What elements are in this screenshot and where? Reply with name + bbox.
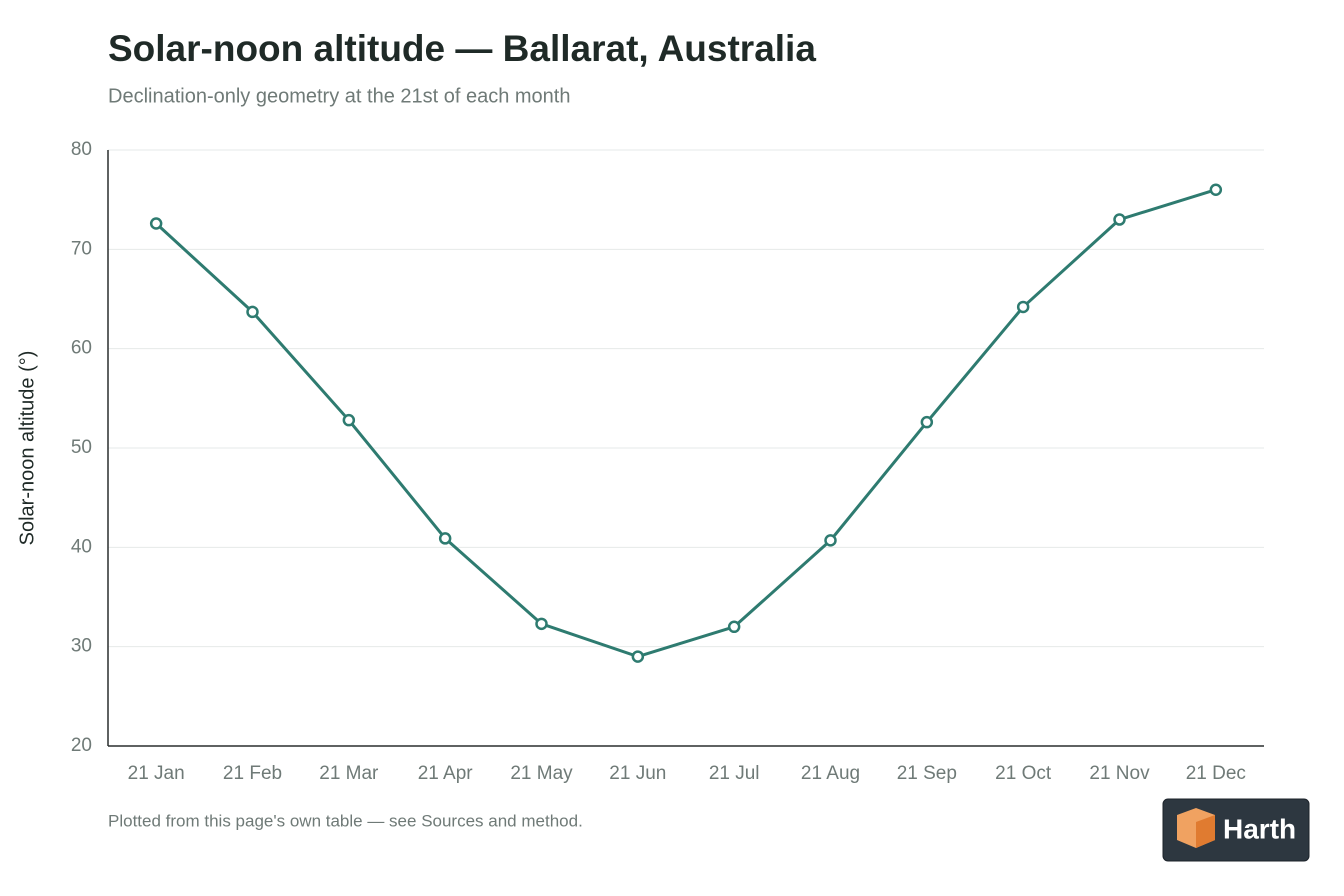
- x-tick-label: 21 Jan: [128, 763, 185, 784]
- point: [824, 534, 837, 547]
- x-tick-label: 21 Jun: [609, 763, 666, 784]
- chart-subtitle: Declination-only geometry at the 21st of…: [108, 85, 570, 107]
- y-tick-label: 70: [71, 238, 92, 259]
- y-tick-label: 30: [71, 636, 92, 657]
- x-tick-label: 21 Apr: [418, 763, 474, 784]
- point: [920, 415, 934, 429]
- point: [631, 650, 645, 663]
- point: [1209, 183, 1223, 196]
- point: [342, 413, 356, 427]
- line: [155, 188, 1217, 659]
- x-tick-label: 21 Dec: [1186, 763, 1246, 784]
- y-tick-label: 20: [71, 735, 92, 756]
- x-tick-label: 21 Jul: [709, 763, 760, 784]
- y-tick-label: 40: [71, 536, 92, 557]
- y-axis-label: Solar-noon altitude (°): [16, 351, 38, 546]
- y-tick-label: 60: [71, 338, 92, 359]
- x-tick-label: 21 May: [510, 763, 573, 784]
- logo-icon-side: [1196, 815, 1215, 848]
- point: [1016, 300, 1030, 314]
- point: [438, 532, 452, 545]
- x-tick-label: 21 Mar: [319, 763, 379, 784]
- x-tick-label: 21 Aug: [801, 763, 860, 784]
- x-tick-label: 21 Oct: [995, 763, 1052, 784]
- point: [727, 620, 741, 634]
- brand-logo: Harth: [1162, 798, 1310, 862]
- x-tick-label: 21 Sep: [897, 763, 957, 784]
- logo-text: Harth: [1223, 813, 1296, 844]
- point: [1113, 213, 1126, 226]
- y-tick-label: 50: [71, 437, 92, 458]
- point: [535, 617, 548, 631]
- chart-title: Solar-noon altitude — Ballarat, Australi…: [108, 28, 816, 69]
- x-tick-label: 21 Nov: [1089, 763, 1150, 784]
- y-tick-label: 80: [71, 139, 92, 160]
- footnote: Plotted from this page's own table — see…: [108, 811, 583, 830]
- point: [246, 305, 259, 319]
- point: [149, 217, 163, 230]
- x-tick-label: 21 Feb: [223, 763, 282, 784]
